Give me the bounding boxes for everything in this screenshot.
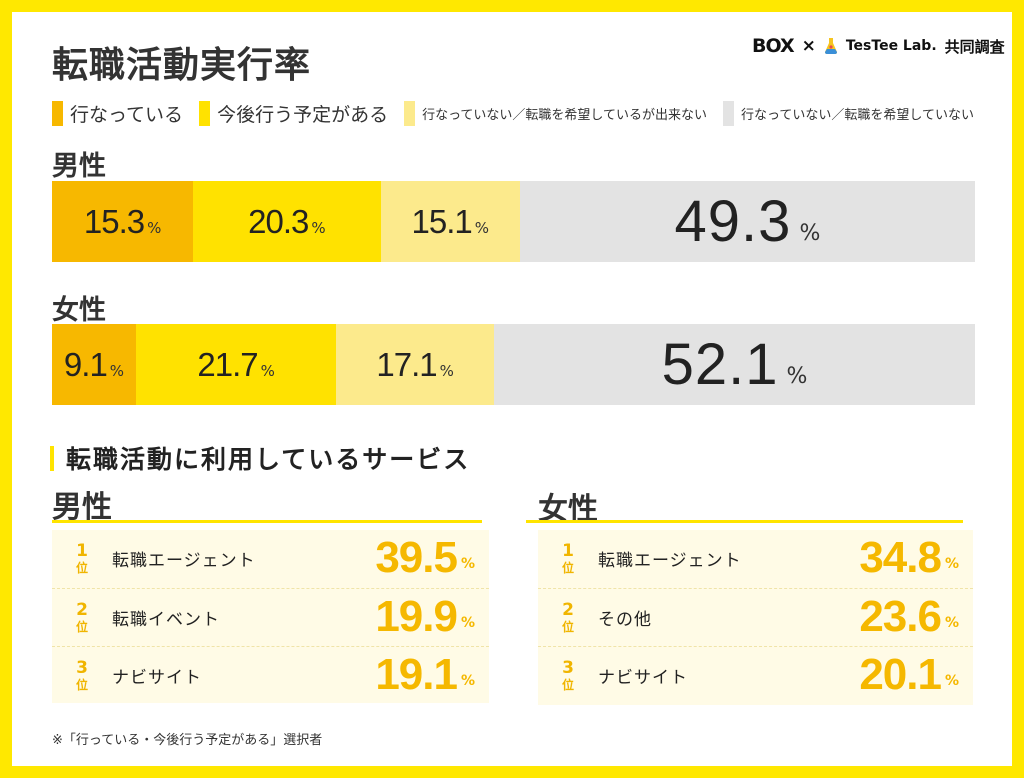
service-name: その他 <box>598 609 652 630</box>
legend-item: 行なっている <box>52 100 183 127</box>
box-logo: BOX <box>752 35 795 57</box>
legend-swatch <box>52 101 63 126</box>
percent-sign: % <box>799 221 821 246</box>
partner-logo: TesTee Lab. <box>845 38 937 54</box>
data-label: 9.1 <box>63 345 108 383</box>
infographic-frame: 転職活動実行率 BOX × TesTee Lab. 共同調査 行なっている 今後… <box>12 12 1012 766</box>
flask-icon <box>824 38 837 54</box>
percent-sign: % <box>944 615 959 631</box>
service-value: 19.9 <box>375 592 458 641</box>
service-value: 23.6 <box>859 592 942 641</box>
male-panel-underline <box>52 520 482 523</box>
service-value: 34.8 <box>859 533 942 582</box>
service-name: ナビサイト <box>598 667 688 688</box>
percent-sign: % <box>944 556 959 572</box>
data-label: 20.3 <box>248 202 309 240</box>
legend-label: 行なっている <box>70 104 184 126</box>
footnote: ※「行っている・今後行う予定がある」選択者 <box>52 733 323 748</box>
bar-segment: 15.1% <box>380 181 520 262</box>
page-title: 転職活動実行率 <box>52 45 312 86</box>
bar-segment: 21.7% <box>135 324 337 405</box>
legend-item: 行なっていない／転職を希望しているが出来ない <box>404 101 707 126</box>
service-name: ナビサイト <box>112 667 202 688</box>
data-label: 17.1 <box>376 345 437 383</box>
legend-swatch <box>199 101 211 126</box>
bar-segment: 52.1% <box>494 324 975 405</box>
male-panel-label: 男性 <box>52 490 112 525</box>
percent-sign: % <box>786 364 808 389</box>
male-bar-label: 男性 <box>52 151 106 182</box>
times-sign: × <box>801 36 816 56</box>
data-label: 52.1 <box>661 332 779 397</box>
data-label: 49.3 <box>674 189 792 254</box>
percent-sign: % <box>260 362 275 380</box>
legend-swatch <box>404 101 416 126</box>
legend-swatch <box>723 101 735 126</box>
bar-segment: 49.3% <box>519 181 975 262</box>
percent-sign: % <box>311 219 326 237</box>
bar-segment: 17.1% <box>336 324 495 405</box>
percent-sign: % <box>147 219 162 237</box>
legend-label: 行なっていない／転職を希望していない <box>741 108 975 123</box>
percent-sign: % <box>460 673 475 689</box>
female-stacked-bar: 9.1% 21.7% 17.1% 52.1% <box>52 324 975 405</box>
heading-accent-bar <box>50 445 54 471</box>
data-label: 21.7 <box>197 345 258 383</box>
brand-credit: BOX × TesTee Lab. 共同調査 <box>752 35 1005 57</box>
legend-item: 行なっていない／転職を希望していない <box>723 101 974 126</box>
percent-sign: % <box>474 219 489 237</box>
percent-sign: % <box>109 362 125 380</box>
bar-segment: 20.3% <box>193 181 381 262</box>
percent-sign: % <box>460 556 475 572</box>
female-panel-underline <box>526 520 963 523</box>
services-heading-text: 転職活動に利用しているサービス <box>66 445 471 474</box>
bar-segment: 15.3% <box>52 181 194 262</box>
data-label: 15.3 <box>83 202 145 240</box>
data-label: 15.1 <box>411 202 473 240</box>
percent-sign: % <box>944 673 959 689</box>
service-name: 転職エージェント <box>112 550 256 571</box>
service-value: 39.5 <box>375 533 458 582</box>
legend: 行なっている 今後行う予定がある 行なっていない／転職を希望しているが出来ない … <box>52 100 990 127</box>
legend-label: 今後行う予定がある <box>217 104 389 126</box>
female-bar-label: 女性 <box>52 295 106 326</box>
legend-item: 今後行う予定がある <box>199 100 388 127</box>
bar-segment: 9.1% <box>52 324 136 405</box>
percent-sign: % <box>439 362 454 380</box>
service-name: 転職イベント <box>112 609 220 630</box>
service-value: 20.1 <box>859 650 942 699</box>
services-heading: 転職活動に利用しているサービス <box>50 440 470 476</box>
joint-survey-label: 共同調査 <box>944 37 1005 56</box>
service-value: 19.1 <box>375 650 458 699</box>
male-stacked-bar: 15.3% 20.3% 15.1% 49.3% <box>52 181 975 262</box>
legend-label: 行なっていない／転職を希望しているが出来ない <box>422 108 708 123</box>
percent-sign: % <box>460 615 475 631</box>
service-name: 転職エージェント <box>598 550 742 571</box>
